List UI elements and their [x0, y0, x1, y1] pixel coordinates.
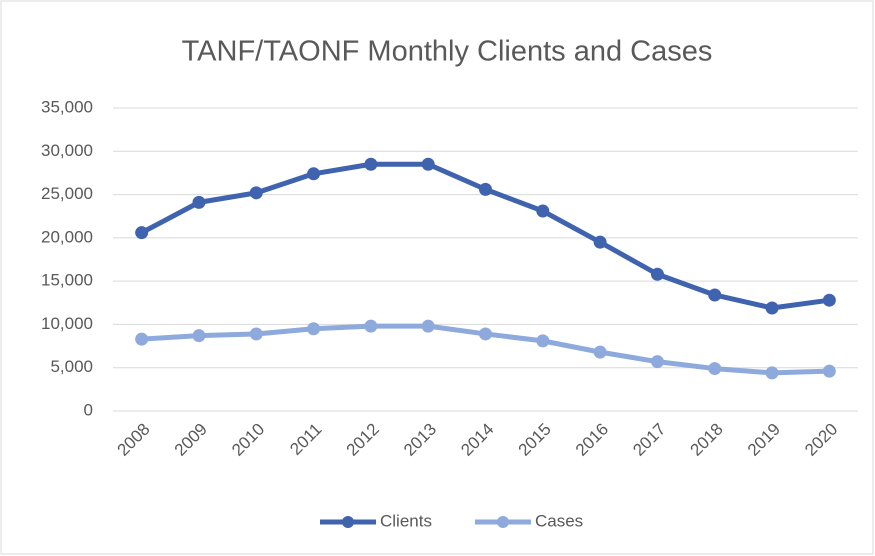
data-point	[192, 329, 206, 343]
legend-marker	[342, 516, 354, 528]
data-point	[765, 301, 779, 315]
data-point	[307, 167, 321, 181]
y-tick-label: 30,000	[41, 141, 93, 160]
legend-label: Cases	[535, 511, 583, 530]
y-tick-label: 35,000	[41, 97, 93, 116]
data-point	[249, 186, 263, 200]
data-point	[708, 288, 722, 302]
data-point	[536, 334, 550, 348]
data-point	[822, 293, 836, 307]
data-point	[593, 235, 607, 249]
data-point	[650, 355, 664, 369]
y-tick-label: 10,000	[41, 314, 93, 333]
data-point	[364, 319, 378, 333]
data-point	[192, 195, 206, 209]
y-tick-label: 20,000	[41, 227, 93, 246]
data-point	[135, 332, 149, 346]
data-point	[249, 327, 263, 341]
data-point	[421, 319, 435, 333]
data-point	[536, 204, 550, 218]
y-tick-label: 5,000	[50, 357, 93, 376]
legend-marker	[496, 516, 509, 528]
data-point	[650, 267, 664, 281]
data-point	[822, 364, 836, 378]
data-point	[479, 182, 492, 196]
data-point	[765, 366, 779, 380]
data-point	[479, 327, 492, 341]
chart-title: TANF/TAONF Monthly Clients and Cases	[182, 36, 713, 68]
data-point	[593, 345, 607, 359]
data-point	[307, 322, 321, 336]
y-tick-label: 15,000	[41, 271, 93, 290]
legend-label: Clients	[380, 511, 432, 530]
data-point	[135, 226, 149, 240]
data-point	[421, 157, 435, 171]
y-tick-label: 0	[84, 400, 93, 419]
data-point	[708, 362, 722, 376]
y-tick-label: 25,000	[41, 184, 93, 203]
data-point	[364, 157, 378, 171]
